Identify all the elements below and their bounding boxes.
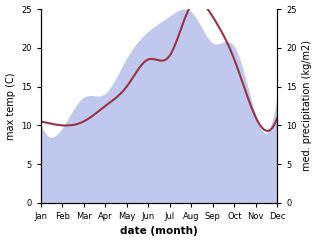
Y-axis label: med. precipitation (kg/m2): med. precipitation (kg/m2) [302, 40, 313, 172]
Y-axis label: max temp (C): max temp (C) [5, 72, 16, 140]
X-axis label: date (month): date (month) [120, 227, 198, 236]
